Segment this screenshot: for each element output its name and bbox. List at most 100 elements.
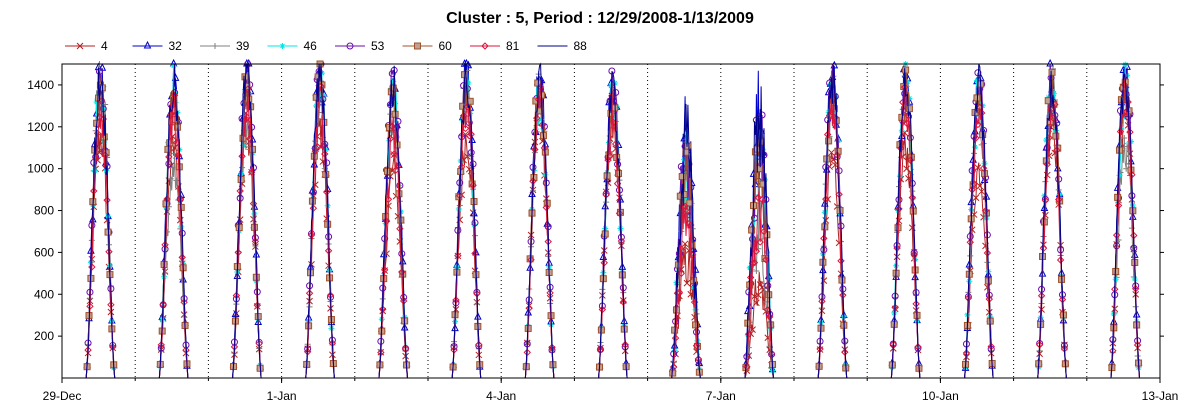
data-point xyxy=(169,164,176,171)
y-tick-label: 200 xyxy=(34,329,54,343)
y-tick-label: 600 xyxy=(34,245,54,259)
data-point xyxy=(905,105,913,113)
data-point xyxy=(527,255,535,264)
data-point xyxy=(1109,347,1117,355)
data-point xyxy=(912,300,920,308)
data-point xyxy=(170,62,177,69)
data-point xyxy=(241,73,249,81)
data-point xyxy=(900,83,909,91)
data-point xyxy=(765,291,773,299)
data-point xyxy=(683,207,691,216)
data-point xyxy=(466,97,474,105)
data-point xyxy=(978,188,986,195)
data-point xyxy=(758,195,766,204)
data-point xyxy=(749,326,756,333)
data-point xyxy=(455,193,463,201)
data-point xyxy=(396,224,404,233)
data-point xyxy=(765,313,774,321)
data-point xyxy=(1041,196,1050,205)
data-point xyxy=(1114,201,1123,210)
data-point xyxy=(471,249,479,258)
data-point xyxy=(750,258,759,267)
data-point xyxy=(910,250,918,259)
data-point xyxy=(752,247,761,255)
data-point xyxy=(1043,160,1051,169)
data-point xyxy=(103,196,111,204)
data-point xyxy=(1122,61,1129,68)
data-point xyxy=(976,182,984,190)
data-point xyxy=(464,153,471,160)
data-point xyxy=(906,156,915,164)
data-point xyxy=(461,124,470,133)
x-tick-label: 7-Jan xyxy=(706,389,736,403)
data-point xyxy=(600,259,608,267)
data-point xyxy=(182,346,190,354)
legend-label: 4 xyxy=(101,39,108,53)
legend-label: 88 xyxy=(574,39,588,53)
data-point xyxy=(675,288,684,296)
data-point xyxy=(756,178,763,185)
data-point xyxy=(895,205,903,213)
data-point xyxy=(465,79,472,86)
data-point xyxy=(684,142,692,150)
legend-item-4: 4 xyxy=(65,39,108,53)
data-point xyxy=(671,334,680,342)
plot-frame xyxy=(61,63,1161,379)
legend-item-53: 53 xyxy=(335,39,385,53)
y-tick-label: 400 xyxy=(34,287,54,301)
data-point xyxy=(904,78,911,85)
data-point xyxy=(746,273,755,282)
data-point xyxy=(390,78,397,85)
data-point xyxy=(165,153,173,161)
data-point xyxy=(754,291,762,299)
data-point xyxy=(244,85,252,93)
series-layer xyxy=(62,58,1160,379)
data-point xyxy=(598,305,607,314)
legend-label: 39 xyxy=(236,39,250,53)
data-point xyxy=(767,349,776,358)
data-point xyxy=(95,94,103,102)
legend: 4 32 39 46 53 60 81 88 xyxy=(65,39,587,53)
data-point xyxy=(1048,68,1056,76)
legend-label: 60 xyxy=(439,39,453,53)
data-point xyxy=(309,204,318,212)
data-point xyxy=(414,42,421,50)
data-point xyxy=(615,209,624,218)
data-point xyxy=(1056,256,1065,264)
data-point xyxy=(242,115,250,123)
data-point xyxy=(755,165,763,173)
data-point xyxy=(457,163,466,171)
data-point xyxy=(99,105,106,112)
y-tick-label: 1000 xyxy=(27,162,54,176)
x-tick-label: 10-Jan xyxy=(922,389,959,403)
data-point xyxy=(346,42,354,50)
data-point xyxy=(542,203,550,212)
y-tick-label: 1400 xyxy=(27,78,54,92)
data-point xyxy=(612,88,620,96)
data-point xyxy=(320,118,328,126)
data-point xyxy=(312,93,320,101)
data-point xyxy=(320,92,327,99)
legend-label: 81 xyxy=(506,39,520,53)
data-point xyxy=(1128,225,1135,232)
data-point xyxy=(279,43,286,49)
data-point xyxy=(93,129,102,138)
legend-item-46: 46 xyxy=(267,39,317,53)
data-point xyxy=(540,144,549,152)
data-point xyxy=(398,268,406,276)
legend-item-32: 32 xyxy=(132,39,182,53)
data-point xyxy=(827,81,834,88)
data-point xyxy=(313,142,321,151)
x-axis: 29-Dec 1-Jan 4-Jan 7-Jan 10-Jan 13-Jan xyxy=(43,378,1178,403)
data-point xyxy=(685,220,693,228)
data-point xyxy=(93,99,100,106)
data-point xyxy=(525,304,533,312)
data-point xyxy=(611,140,620,148)
data-point xyxy=(754,194,762,202)
legend-label: 53 xyxy=(371,39,385,53)
data-point xyxy=(825,137,833,145)
legend-item-39: 39 xyxy=(200,39,250,53)
x-tick-label: 29-Dec xyxy=(43,389,82,403)
data-point xyxy=(454,251,462,260)
data-point xyxy=(972,194,980,202)
